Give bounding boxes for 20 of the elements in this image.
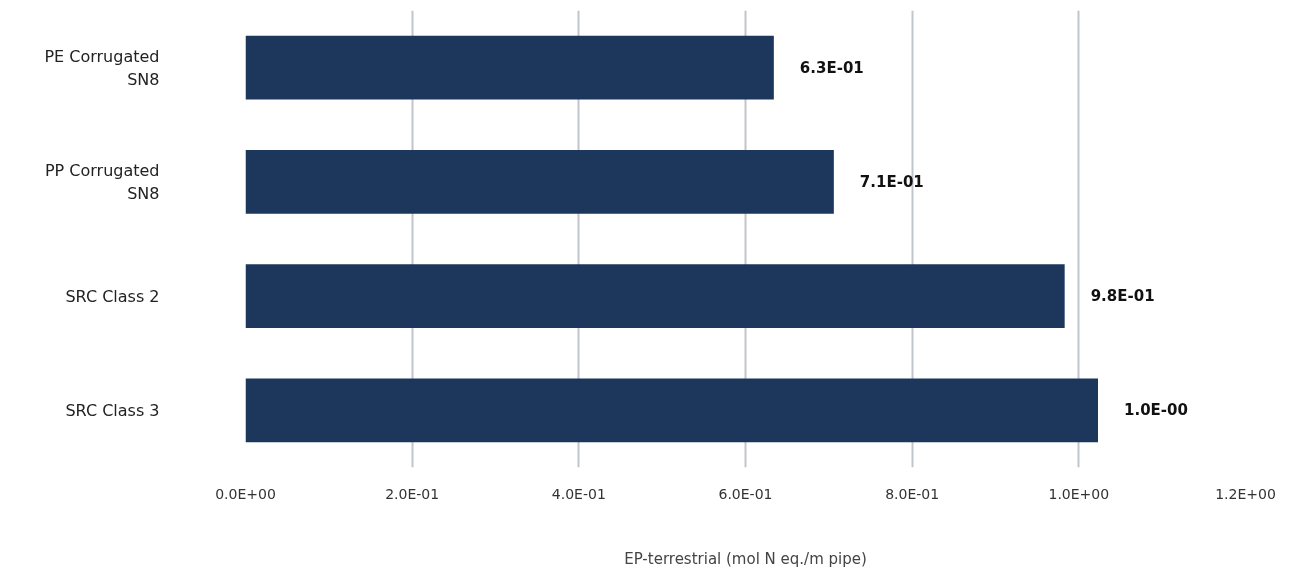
- bar: [245, 35, 774, 100]
- bar: [245, 378, 1098, 443]
- x-tick-label: 4.0E-01: [551, 485, 606, 502]
- x-tick-label: 8.0E-01: [885, 485, 940, 502]
- y-tick-label: PP Corrugated SN8: [44, 160, 160, 203]
- x-tick-label: 2.0E-01: [385, 485, 440, 502]
- data-label: 9.8E-01: [1090, 287, 1155, 306]
- bar: [245, 149, 834, 214]
- bar: [245, 264, 1065, 329]
- x-tick-label: 1.2E+00: [1215, 485, 1276, 502]
- y-tick-label: PE Corrugated SN8: [44, 46, 160, 89]
- data-label: 6.3E-01: [799, 58, 864, 77]
- x-tick-label: 6.0E-01: [718, 485, 773, 502]
- x-axis-title: EP-terrestrial (mol N eq./m pipe): [624, 549, 867, 568]
- y-tick-label: SRC Class 2: [65, 286, 160, 306]
- x-tick-label: 1.0E+00: [1048, 485, 1110, 502]
- y-tick-label: SRC Class 3: [65, 400, 160, 420]
- x-tick-label: 0.0E+00: [215, 485, 276, 502]
- data-label: 1.0E-00: [1124, 401, 1188, 420]
- data-label: 7.1E-01: [859, 172, 924, 191]
